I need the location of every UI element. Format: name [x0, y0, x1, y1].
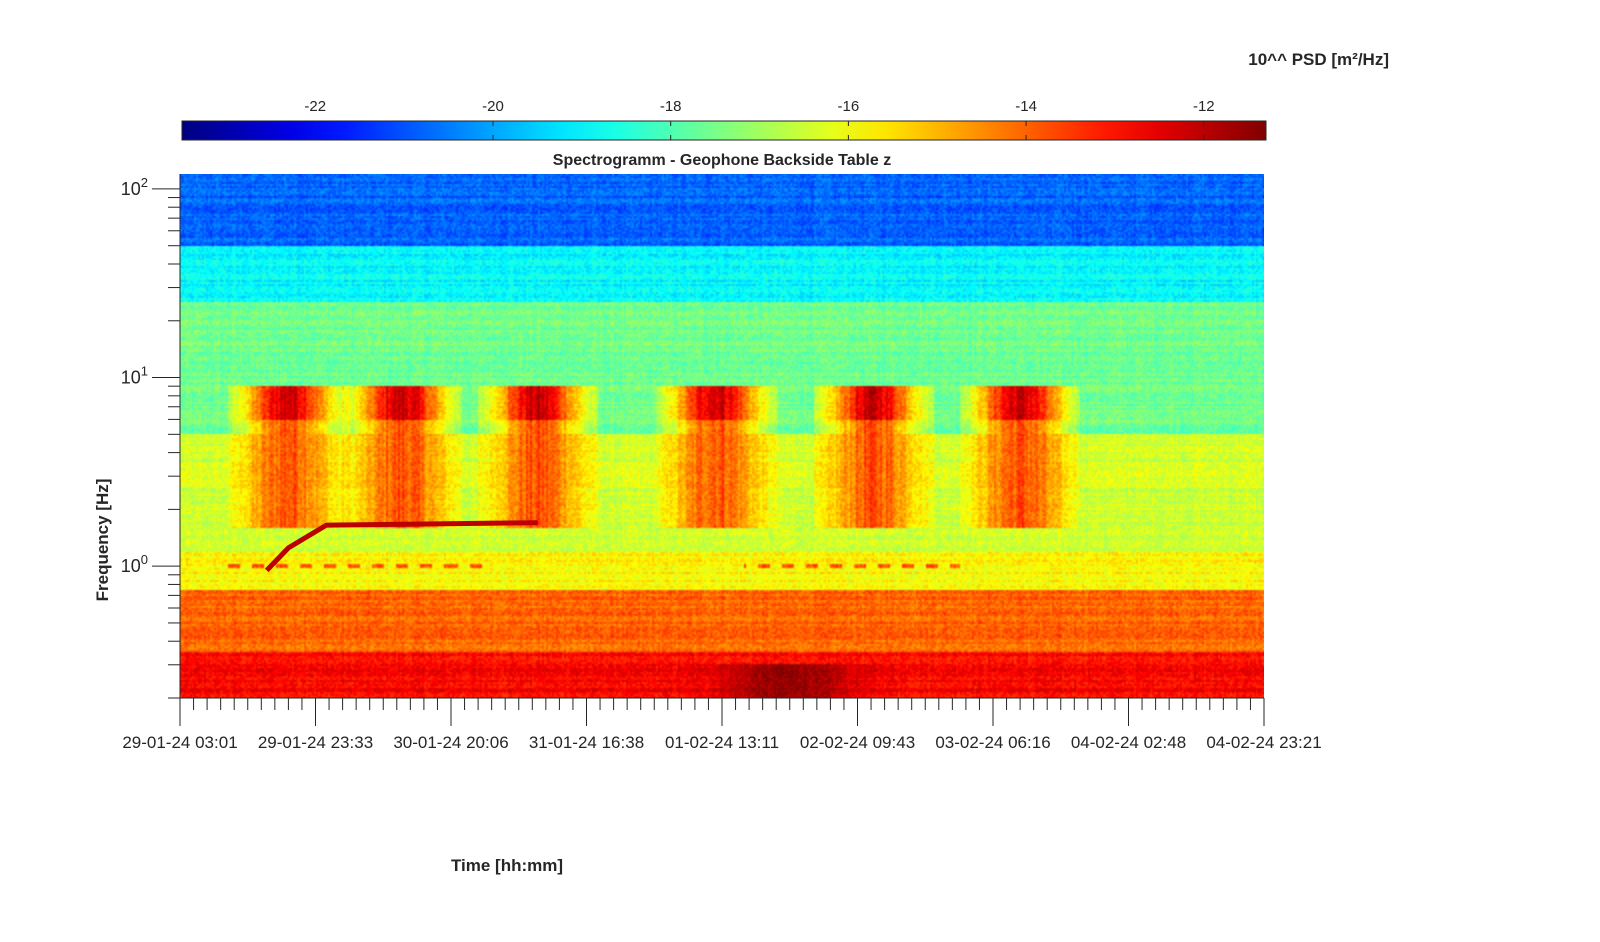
x-tick-label: 04-02-24 02:48	[1071, 733, 1186, 752]
colorbar	[181, 120, 1267, 141]
x-axis-tick-labels: 29-01-24 03:01 29-01-24 23:33 30-01-24 20:…	[122, 733, 1321, 752]
y-axis-tick-labels: 100 101 102	[121, 175, 148, 576]
spectrogram-heatmap	[180, 174, 1264, 698]
x-tick-label: 01-02-24 13:11	[665, 733, 779, 752]
colorbar-tick-label: -18	[660, 98, 682, 115]
y-tick-label: 102	[121, 175, 148, 199]
colorbar-tick-label: -12	[1193, 98, 1215, 115]
x-tick-label: 29-01-24 03:01	[122, 733, 237, 752]
chart-title: Spectrogramm - Geophone Backside Table z	[553, 152, 891, 169]
x-tick-label: 03-02-24 06:16	[935, 733, 1050, 752]
x-tick-label: 29-01-24 23:33	[258, 733, 373, 752]
x-axis-label: Time [hh:mm]	[451, 856, 563, 875]
x-axis-ticks	[179, 698, 1265, 726]
y-tick-label: 100	[121, 552, 148, 576]
y-tick-label: 101	[121, 364, 148, 388]
colorbar-tick-label: -20	[482, 98, 504, 115]
colorbar-ticks	[314, 121, 1205, 140]
tone-line	[264, 520, 538, 573]
colorbar-label: 10^^ PSD [m²/Hz]	[1248, 50, 1389, 69]
colorbar-tick-label: -16	[838, 98, 860, 115]
x-tick-label: 30-01-24 20:06	[393, 733, 508, 752]
x-tick-label: 02-02-24 09:43	[800, 733, 915, 752]
y-axis-ticks	[152, 188, 180, 699]
x-tick-label: 04-02-24 23:21	[1206, 733, 1321, 752]
colorbar-tick-label: -14	[1015, 98, 1037, 115]
y-axis-label: Frequency [Hz]	[93, 479, 112, 602]
colorbar-tick-label: -22	[304, 98, 326, 115]
x-tick-label: 31-01-24 16:38	[529, 733, 644, 752]
colorbar-tick-labels: -22 -20 -18 -16 -14 -12	[304, 98, 1214, 115]
tone-line-layer	[264, 520, 538, 573]
